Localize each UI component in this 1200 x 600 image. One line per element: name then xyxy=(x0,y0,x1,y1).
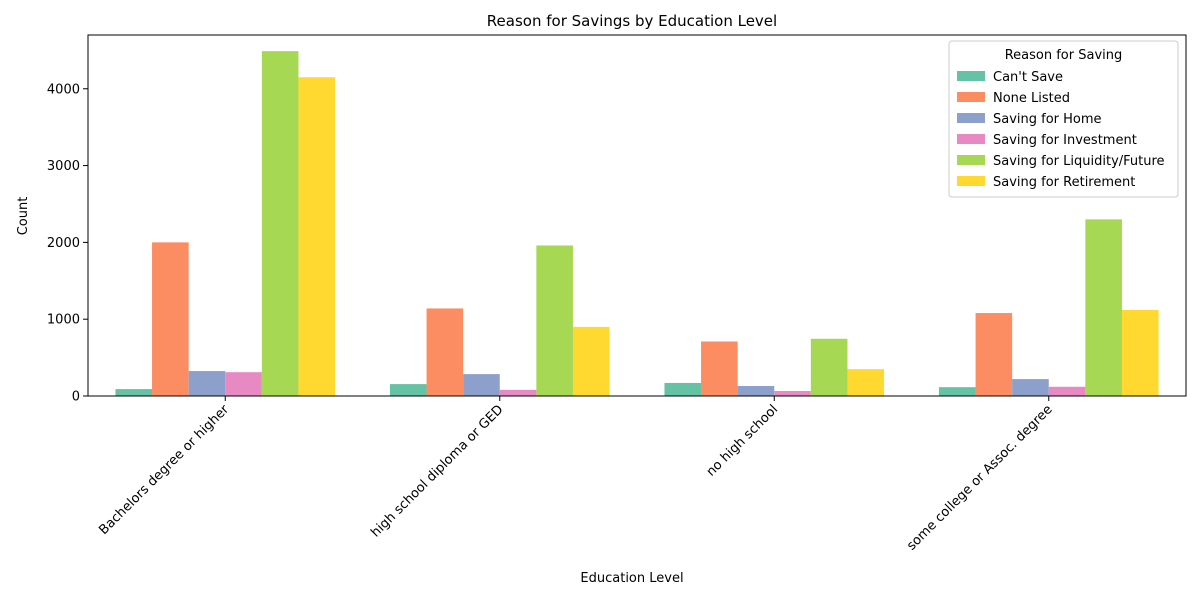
legend-swatch xyxy=(957,113,985,123)
chart-title: Reason for Savings by Education Level xyxy=(487,12,777,30)
x-tick-label: some college or Assoc. degree xyxy=(904,402,1055,553)
y-tick-label: 2000 xyxy=(47,236,80,251)
legend: Reason for Saving Can't Save None Listed Sa… xyxy=(948,40,1179,198)
legend-entry-label: Saving for Liquidity/Future xyxy=(993,154,1165,169)
x-tick-label: Bachelors degree or higher xyxy=(96,402,232,538)
legend-swatch xyxy=(957,155,985,165)
bar xyxy=(261,51,299,396)
y-axis-ticks: 0 1000 2000 3000 4000 xyxy=(47,82,88,405)
bar xyxy=(1121,309,1159,396)
bar xyxy=(938,387,976,396)
bar xyxy=(463,374,500,396)
bar xyxy=(536,245,573,396)
y-tick-label: 1000 xyxy=(47,313,80,328)
bar xyxy=(774,391,811,396)
bar xyxy=(389,384,427,396)
x-tick-label: no high school xyxy=(704,402,781,479)
y-tick-label: 3000 xyxy=(47,159,80,174)
bar xyxy=(847,369,885,396)
bar xyxy=(1085,219,1122,396)
plot-area-frame xyxy=(87,34,1187,397)
legend-entry-label: Can't Save xyxy=(993,70,1063,85)
bar xyxy=(975,313,1013,396)
legend-entry-label: Saving for Investment xyxy=(993,133,1137,148)
bar xyxy=(701,341,738,396)
legend-swatch xyxy=(957,92,985,102)
bar xyxy=(152,242,189,396)
legend-title: Reason for Saving xyxy=(1005,48,1123,63)
bar xyxy=(298,77,336,397)
legend-swatch xyxy=(957,176,985,186)
bar xyxy=(499,389,537,396)
legend-swatch xyxy=(957,134,985,144)
bar xyxy=(115,389,153,396)
bar xyxy=(426,308,464,396)
bar xyxy=(810,338,848,396)
bar xyxy=(572,326,610,396)
y-tick-label: 4000 xyxy=(47,82,80,97)
y-axis-label: Count xyxy=(16,197,31,236)
bar xyxy=(664,382,702,396)
bar xyxy=(188,371,226,396)
x-axis-label: Education Level xyxy=(580,571,683,586)
bar xyxy=(1012,379,1049,396)
x-tick-label: high school diploma or GED xyxy=(368,402,506,540)
bars-layer xyxy=(115,51,1159,397)
legend-entry-label: None Listed xyxy=(993,91,1070,106)
bar xyxy=(737,386,775,396)
x-axis-ticks: Bachelors degree or higher high school di… xyxy=(96,396,1056,554)
bar xyxy=(225,372,262,396)
legend-entry-label: Saving for Home xyxy=(993,112,1102,127)
bar xyxy=(1048,386,1086,396)
legend-frame xyxy=(948,40,1179,198)
legend-entry-label: Saving for Retirement xyxy=(993,175,1135,190)
y-tick-label: 0 xyxy=(72,390,80,405)
legend-swatch xyxy=(957,71,985,81)
